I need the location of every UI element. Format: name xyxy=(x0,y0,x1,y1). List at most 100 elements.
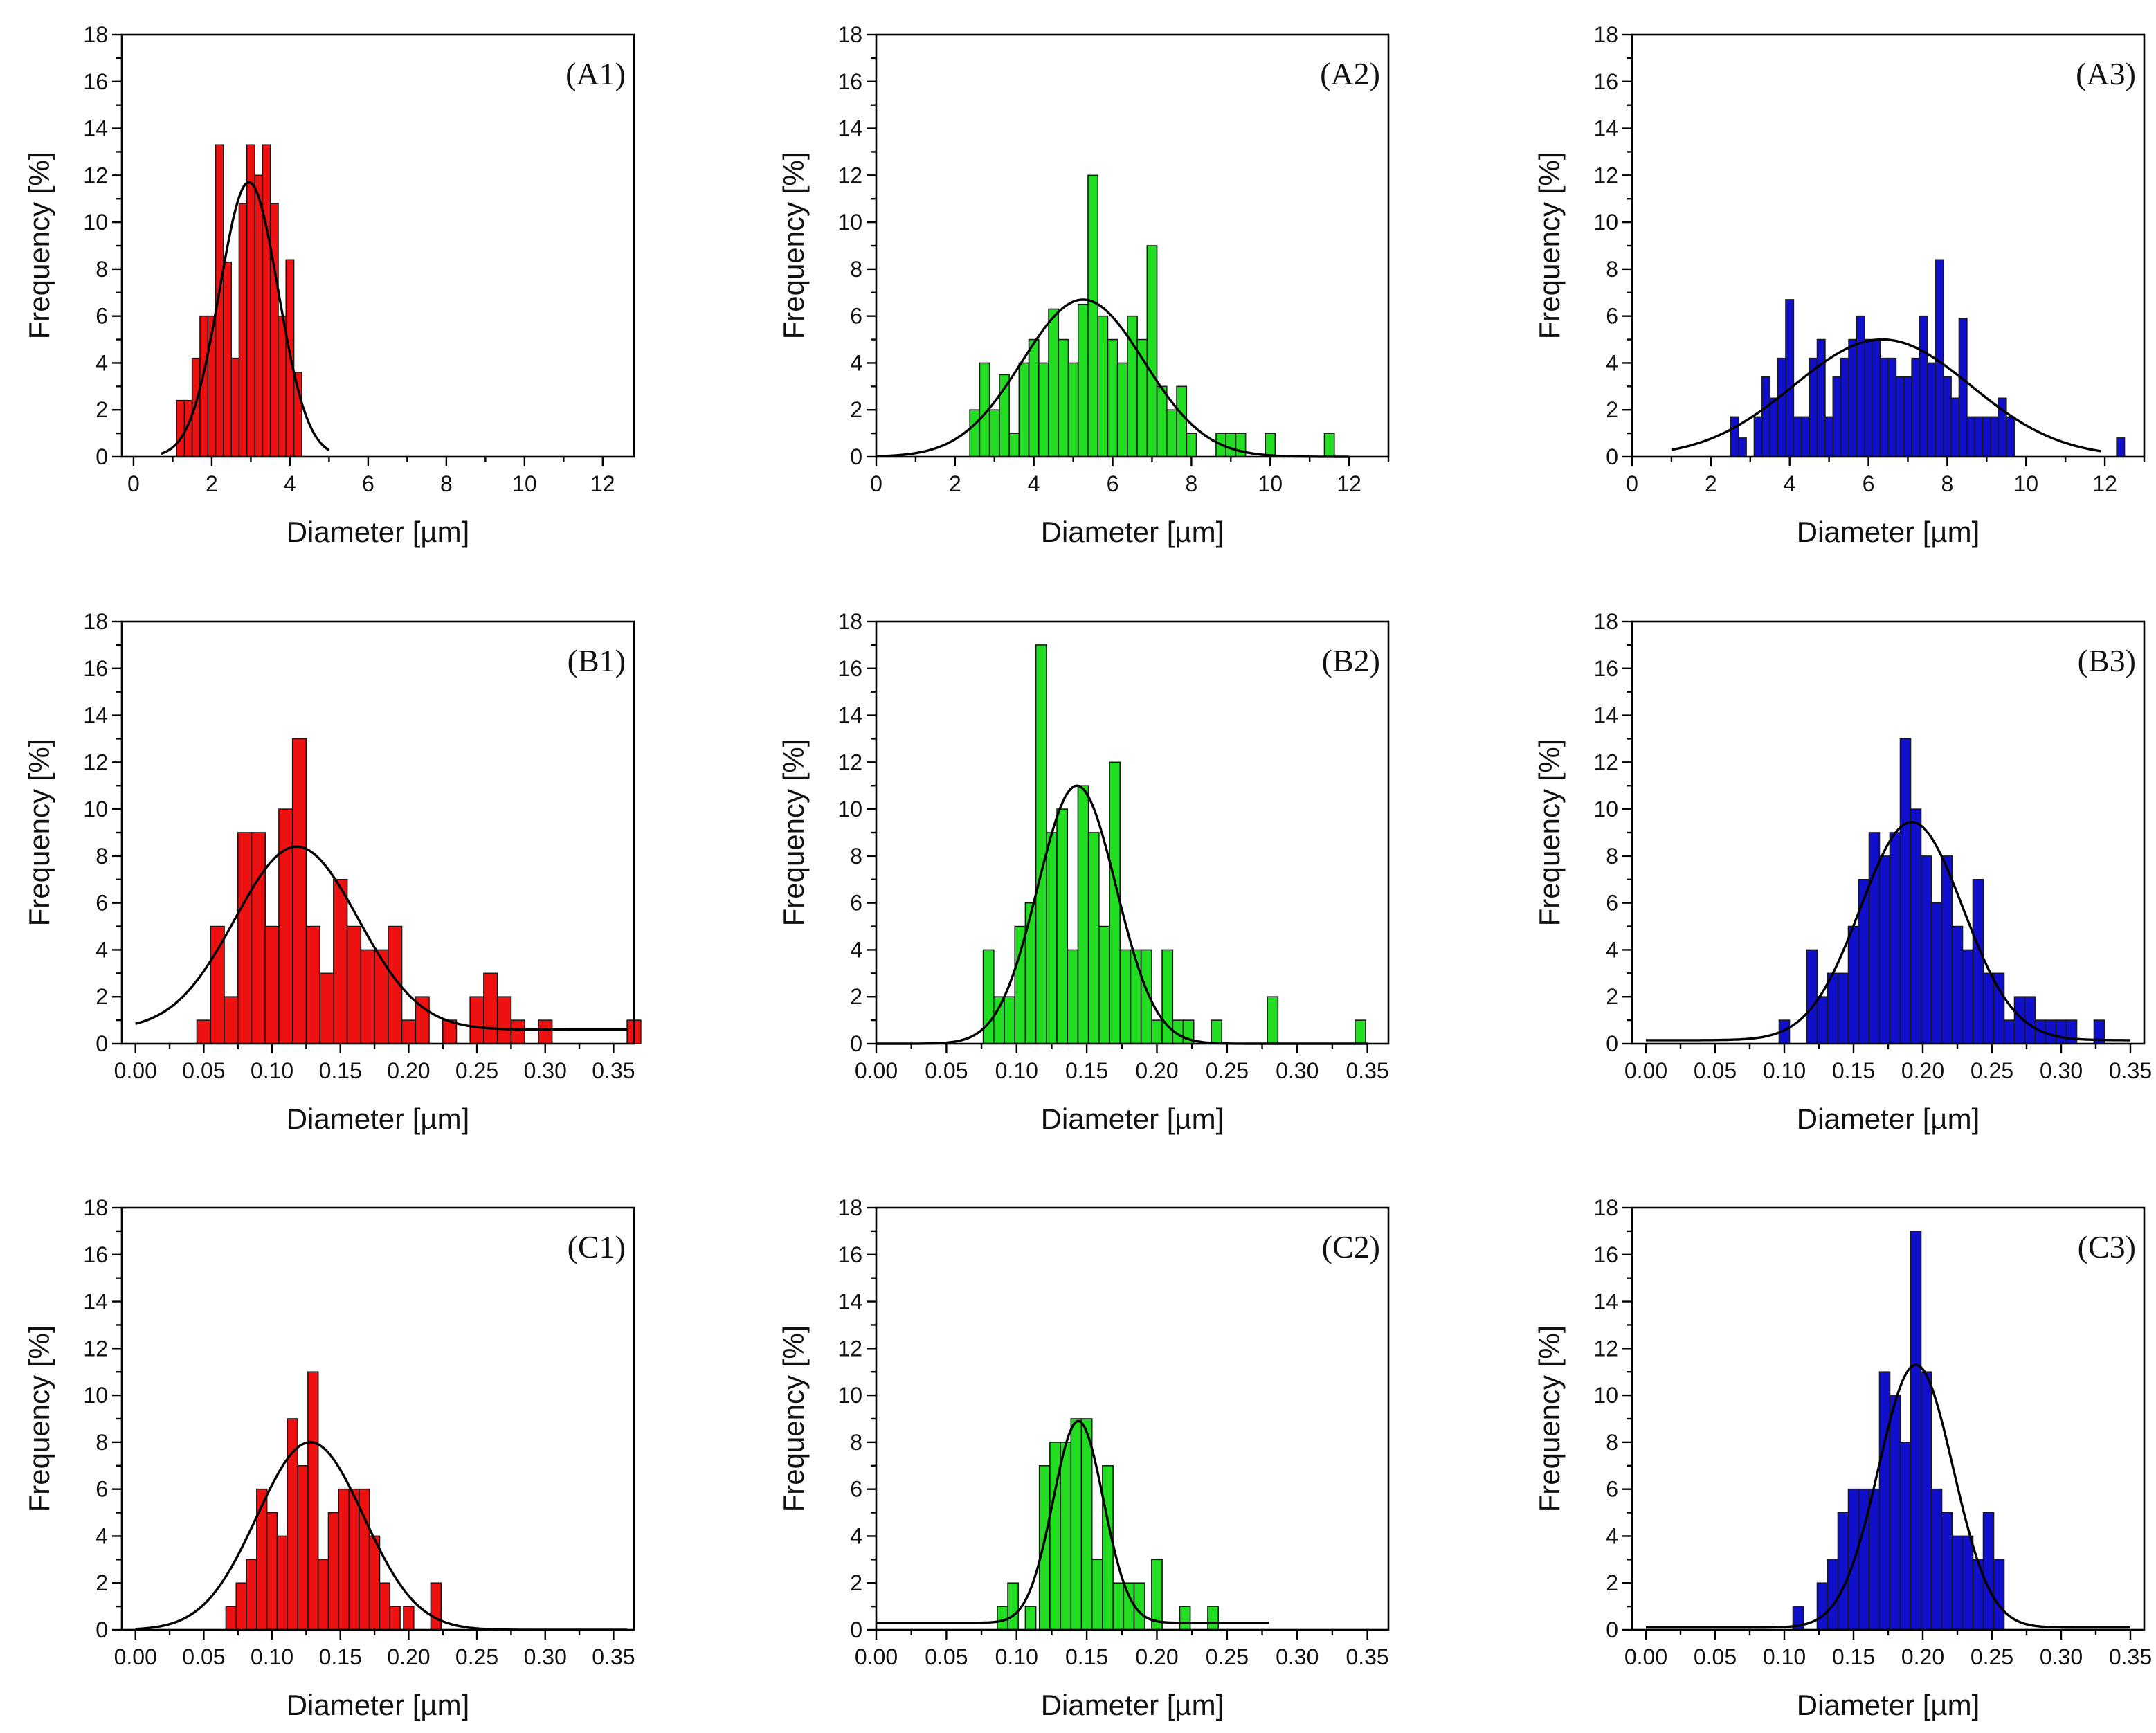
histogram-bar xyxy=(1806,949,1818,1044)
y-tick-label: 2 xyxy=(96,984,108,1009)
histogram-bar xyxy=(1225,433,1237,457)
y-tick-label: 14 xyxy=(837,703,862,728)
histogram-bar xyxy=(1958,318,1968,457)
histogram-bar xyxy=(1895,376,1905,457)
chart-panel-a1: 0 2 4 6 8 10 12 14 16 18 0 2 4 6 8 10 12 Diameter [µm] Fre… xyxy=(23,22,635,548)
histogram-bar xyxy=(1109,761,1121,1044)
histogram-bar xyxy=(1990,416,2000,457)
x-tick-label: 0.20 xyxy=(1901,1058,1944,1083)
x-tick-label: 4 xyxy=(1028,471,1040,496)
histogram-bar xyxy=(1919,315,1928,457)
y-axis-title: Frequency [%] xyxy=(1533,739,1566,927)
y-tick-label: 0 xyxy=(1606,1617,1618,1642)
y-tick-label: 16 xyxy=(83,656,108,681)
y-tick-label: 2 xyxy=(850,397,862,422)
x-tick-label: 0.30 xyxy=(1276,1644,1319,1669)
histogram-bar xyxy=(251,832,266,1044)
y-tick-label: 16 xyxy=(83,69,108,94)
y-tick-label: 14 xyxy=(1593,703,1618,728)
y-tick-label: 2 xyxy=(1606,984,1618,1009)
histogram-bar xyxy=(1872,338,1881,457)
histogram-bar xyxy=(254,174,264,457)
histogram-bar xyxy=(297,1464,309,1631)
x-tick-label: 0.30 xyxy=(1276,1058,1319,1083)
y-tick-label: 10 xyxy=(83,797,108,822)
x-tick-label: 10 xyxy=(1258,471,1283,496)
y-tick-label: 8 xyxy=(1606,257,1618,282)
y-tick-label: 8 xyxy=(850,1430,862,1455)
plot-frame xyxy=(875,1206,1390,1631)
y-tick-label: 16 xyxy=(837,1242,862,1267)
x-tick-label: 0.05 xyxy=(925,1058,968,1083)
histogram-bar xyxy=(1730,416,1739,457)
x-tick-label: 0.10 xyxy=(251,1644,293,1669)
histogram-bar xyxy=(2116,437,2126,457)
histogram-bar xyxy=(1753,416,1763,457)
histogram-bar xyxy=(993,996,1005,1044)
gaussian-fit-curve xyxy=(876,1419,1269,1624)
y-tick-label: 12 xyxy=(837,750,862,774)
histogram-bar xyxy=(1130,949,1142,1044)
histogram-bar xyxy=(2055,1019,2067,1044)
histogram-bar xyxy=(1004,996,1016,1044)
y-tick-label: 16 xyxy=(1593,69,1618,94)
y-axis-title: Frequency [%] xyxy=(1533,1325,1566,1513)
histogram-bar xyxy=(235,1582,247,1631)
y-tick-label: 6 xyxy=(96,1477,108,1502)
y-tick-label: 16 xyxy=(837,69,862,94)
x-tick-label: 0.25 xyxy=(455,1644,498,1669)
y-tick-label: 0 xyxy=(850,1031,862,1056)
histogram-bar xyxy=(1930,902,1943,1044)
histogram-bar xyxy=(510,1019,525,1044)
y-tick-label: 4 xyxy=(1606,937,1618,962)
histogram-bar xyxy=(1920,1371,1932,1631)
x-tick-label: 0.30 xyxy=(2040,1644,2083,1669)
y-tick-label: 14 xyxy=(837,116,862,141)
histogram-bar xyxy=(483,972,498,1044)
y-tick-label: 6 xyxy=(1606,1477,1618,1502)
y-tick-label: 2 xyxy=(1606,397,1618,422)
y-tick-label: 10 xyxy=(837,1383,862,1408)
histogram-bar xyxy=(1038,1464,1051,1631)
x-tick-label: 2 xyxy=(949,471,961,496)
histogram-bar xyxy=(2065,1019,2078,1044)
histogram-bar xyxy=(360,949,375,1044)
y-tick-label: 10 xyxy=(1593,210,1618,235)
y-tick-label: 10 xyxy=(83,1383,108,1408)
x-tick-label: 0.05 xyxy=(182,1644,225,1669)
y-tick-label: 0 xyxy=(96,1031,108,1056)
histogram-bar xyxy=(401,1019,417,1044)
y-tick-label: 10 xyxy=(837,210,862,235)
panel-label: (C3) xyxy=(2078,1229,2136,1264)
y-tick-label: 12 xyxy=(1593,163,1618,188)
y-tick-label: 8 xyxy=(1606,844,1618,869)
histogram-bar xyxy=(1038,362,1049,457)
y-tick-label: 0 xyxy=(96,444,108,469)
histogram-bar xyxy=(1899,738,1912,1044)
y-tick-label: 8 xyxy=(850,257,862,282)
panel-label: (C2) xyxy=(1322,1229,1380,1264)
y-tick-label: 10 xyxy=(1593,797,1618,822)
y-tick-label: 12 xyxy=(1593,1336,1618,1361)
histogram-bar xyxy=(1974,416,1984,457)
y-tick-label: 6 xyxy=(96,891,108,916)
histogram-bar xyxy=(1207,1606,1219,1631)
histogram-bar xyxy=(368,1535,381,1631)
x-tick-label: 12 xyxy=(2092,471,2117,496)
x-tick-label: 0.15 xyxy=(1065,1058,1108,1083)
y-tick-label: 12 xyxy=(1593,750,1618,774)
histogram-bar xyxy=(1887,357,1897,457)
x-tick-label: 0.20 xyxy=(1135,1644,1178,1669)
x-tick-label: 10 xyxy=(2013,471,2038,496)
x-axis-title: Diameter [µm] xyxy=(287,1103,470,1135)
histogram-bar xyxy=(1966,416,1976,457)
x-axis-title: Diameter [µm] xyxy=(1797,1689,1980,1721)
y-tick-label: 6 xyxy=(850,304,862,329)
histogram-bar xyxy=(1067,362,1079,457)
gaussian-fit-curve xyxy=(1671,338,2101,453)
histogram-bar xyxy=(1878,855,1891,1044)
x-tick-label: 0 xyxy=(127,471,140,496)
x-tick-label: 0.20 xyxy=(387,1058,430,1083)
x-tick-label: 0.20 xyxy=(1901,1644,1944,1669)
y-tick-label: 4 xyxy=(96,1523,108,1548)
